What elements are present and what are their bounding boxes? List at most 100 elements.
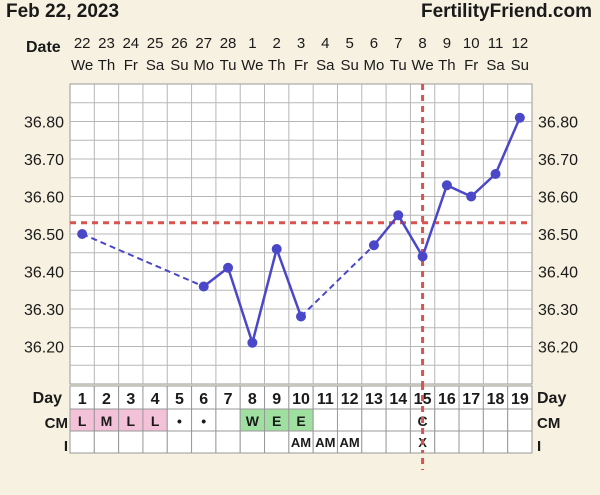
- weekday-label: Sa: [316, 57, 335, 74]
- weekday-label: Th: [438, 57, 456, 74]
- y-tick-label-left: 36.40: [24, 265, 64, 282]
- series-segment: [397, 214, 424, 258]
- date-label: 23: [98, 35, 115, 52]
- date-label: 12: [511, 35, 528, 52]
- bottom-table: 1L2M3L4L5•6•78W9E10EAM11AM12AM131415CX16…: [69, 384, 533, 454]
- weekday-label: Su: [170, 57, 188, 74]
- y-axis-labels: 36.20 36.20 36.30 36.30 36.40 36.40 36.50 36.50…: [24, 115, 578, 357]
- y-tick-label-left: 36.30: [24, 302, 64, 319]
- weekday-label: Su: [340, 57, 358, 74]
- intercourse-value: AM: [340, 435, 360, 450]
- day-number: 13: [365, 391, 383, 408]
- temperature-point: [417, 251, 428, 262]
- series-segment: [470, 173, 497, 198]
- weekday-label: Sa: [486, 57, 505, 74]
- cm-row-label-left: CM: [45, 415, 68, 432]
- day-number: 3: [126, 391, 135, 408]
- cm-value: E: [272, 413, 281, 429]
- day-number: 12: [341, 391, 359, 408]
- intercourse-cell: [191, 430, 217, 454]
- cm-value: E: [296, 413, 305, 429]
- temperature-point: [198, 281, 209, 292]
- intercourse-cell: [93, 430, 120, 454]
- date-label: 24: [122, 35, 139, 52]
- cm-value: L: [127, 413, 136, 429]
- intercourse-cell: [458, 430, 484, 454]
- cm-cell: [458, 408, 484, 432]
- header-date: Feb 22, 2023: [6, 1, 119, 22]
- intercourse-cell: [434, 430, 460, 454]
- series-segment: [226, 267, 254, 344]
- day-number: 10: [292, 391, 310, 408]
- day-number: 16: [438, 391, 456, 408]
- cm-value: •: [201, 413, 206, 429]
- day-number: 14: [389, 391, 407, 408]
- temperature-point: [490, 169, 501, 179]
- temperature-point: [296, 311, 306, 322]
- temperature-point: [223, 262, 234, 273]
- cm-cell: [336, 408, 363, 432]
- weekday-label: Th: [268, 57, 286, 74]
- date-label: 7: [394, 35, 402, 52]
- weekday-label: We: [71, 57, 93, 74]
- series-segment: [251, 248, 278, 344]
- weekday-label: Fr: [294, 57, 308, 74]
- cm-cell: [215, 408, 241, 432]
- temperature-point: [466, 191, 477, 202]
- y-tick-label-right: 36.50: [538, 227, 578, 244]
- day-number: 7: [224, 391, 233, 408]
- date-label: 1: [248, 35, 256, 52]
- temperature-point: [441, 180, 452, 191]
- weekday-label: Mo: [364, 57, 385, 74]
- intercourse-cell: [118, 430, 144, 454]
- series-segment: [275, 248, 303, 317]
- day-number: 2: [102, 391, 111, 408]
- cm-value: L: [151, 413, 160, 429]
- day-number: 19: [511, 391, 529, 408]
- i-row-label-right: I: [537, 438, 541, 455]
- cm-cell: [507, 408, 533, 432]
- weekday-label: We: [241, 57, 263, 74]
- y-tick-label-left: 36.70: [24, 152, 64, 169]
- day-number: 18: [487, 391, 505, 408]
- day-number: 11: [317, 391, 334, 408]
- temperature-point: [368, 240, 379, 251]
- date-label: 28: [220, 35, 237, 52]
- y-tick-label-right: 36.30: [538, 302, 578, 319]
- day-number: 8: [248, 391, 257, 408]
- date-labels: 22 We 23 Th 24 Fr 25 Sa 26 Su 27 Mo 28 Tu 1 We 2 Th 3 Fr 4 Sa…: [71, 35, 529, 74]
- weekday-label: Su: [511, 57, 529, 74]
- cm-value: •: [177, 413, 182, 429]
- day-number: 9: [272, 391, 281, 408]
- day-number: 6: [199, 391, 208, 408]
- temperature-point: [514, 112, 525, 123]
- intercourse-cell: [507, 430, 533, 454]
- day-row-label-right: Day: [537, 390, 566, 407]
- date-label: 2: [273, 35, 281, 52]
- cm-value: M: [101, 413, 113, 429]
- cm-value: W: [246, 413, 260, 429]
- temperature-point: [271, 244, 282, 254]
- cm-value: L: [78, 413, 87, 429]
- date-label: 10: [463, 35, 480, 52]
- grid: [70, 84, 532, 384]
- date-label: 27: [195, 35, 212, 52]
- intercourse-cell: [361, 430, 387, 454]
- date-label: 11: [488, 35, 504, 52]
- series-segment: [421, 184, 449, 257]
- day-number: 1: [78, 391, 87, 408]
- intercourse-value: AM: [291, 435, 311, 450]
- temperature-point: [77, 229, 88, 239]
- date-label: 22: [74, 35, 91, 52]
- cm-cell: [361, 408, 387, 432]
- day-number: 17: [462, 391, 480, 408]
- cm-cell: [482, 408, 509, 432]
- date-label: 9: [443, 35, 451, 52]
- temperature-point: [393, 210, 404, 221]
- day-row-label-left: Day: [33, 390, 62, 407]
- cm-cell: [312, 408, 338, 432]
- intercourse-cell: [385, 430, 411, 454]
- weekday-label: Tu: [220, 57, 237, 74]
- cm-cell: [385, 408, 411, 432]
- weekday-label: Sa: [146, 57, 165, 74]
